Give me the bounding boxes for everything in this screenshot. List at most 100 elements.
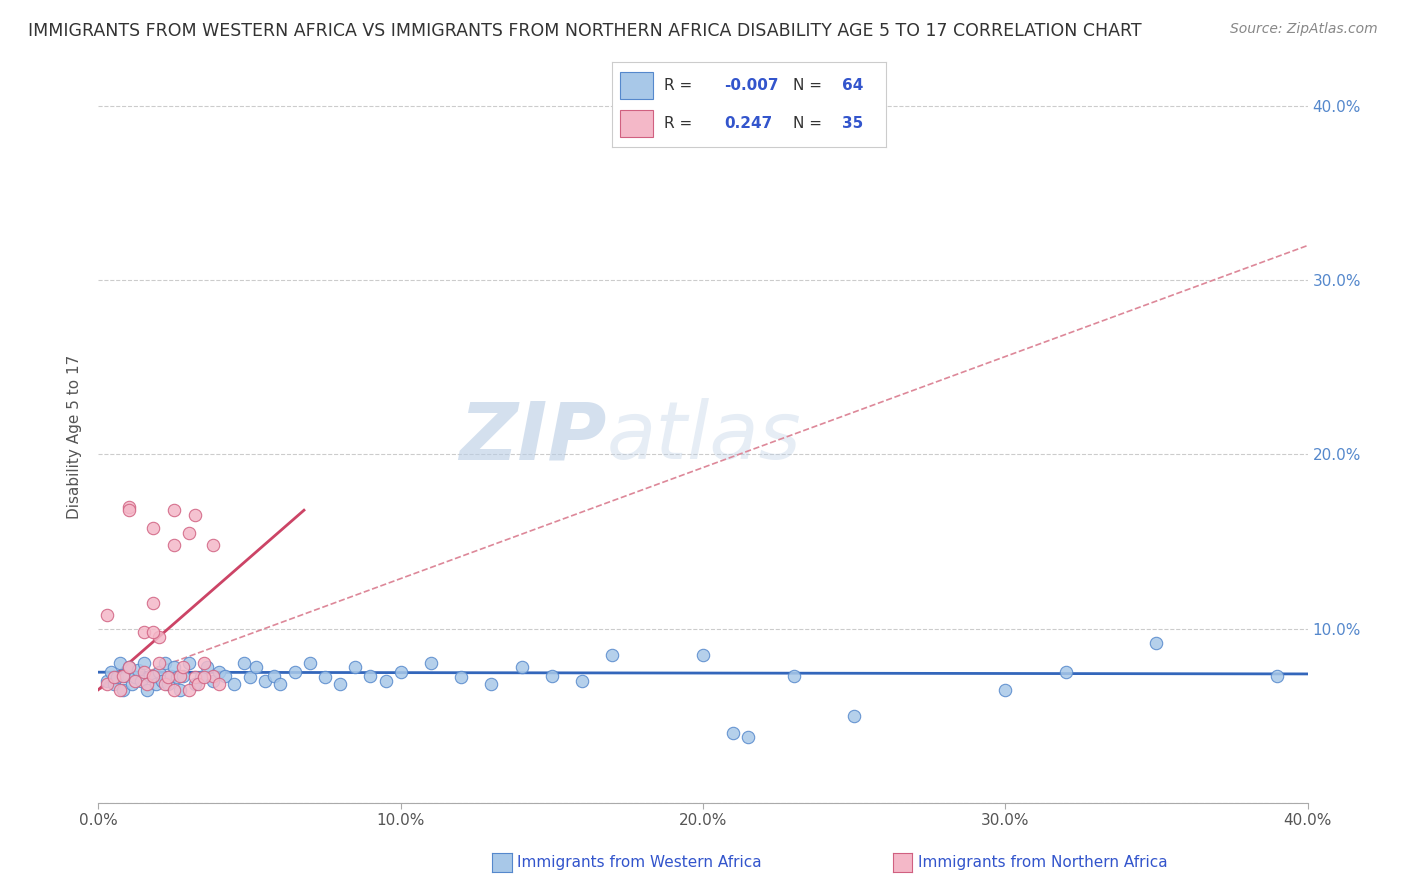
- Point: [172, 668, 194, 682]
- Point: [195, 660, 218, 674]
- Point: [184, 670, 207, 684]
- Point: [208, 665, 231, 680]
- Point: [114, 668, 136, 682]
- Point: [783, 668, 806, 682]
- Point: [111, 682, 134, 697]
- Point: [103, 670, 125, 684]
- Point: [193, 670, 215, 684]
- Point: [314, 670, 336, 684]
- Point: [723, 726, 745, 740]
- Point: [602, 648, 624, 662]
- Point: [737, 730, 759, 744]
- Text: ZIP: ZIP: [458, 398, 606, 476]
- Point: [420, 657, 443, 671]
- Point: [1267, 668, 1289, 682]
- Point: [510, 660, 533, 674]
- Point: [253, 673, 276, 688]
- Point: [142, 625, 165, 640]
- Point: [139, 668, 162, 682]
- Point: [344, 660, 367, 674]
- Point: [450, 670, 472, 684]
- Point: [132, 625, 155, 640]
- Point: [179, 682, 201, 697]
- Point: [163, 682, 186, 697]
- Point: [142, 521, 165, 535]
- Point: [127, 664, 149, 678]
- Point: [179, 657, 201, 671]
- Point: [108, 657, 131, 671]
- Text: R =: R =: [664, 116, 692, 131]
- Point: [994, 682, 1017, 697]
- Point: [187, 677, 209, 691]
- Point: [169, 682, 191, 697]
- Point: [214, 668, 236, 682]
- Point: [156, 677, 179, 691]
- Point: [160, 668, 183, 682]
- Point: [179, 525, 201, 540]
- Text: 0.247: 0.247: [724, 116, 772, 131]
- Point: [148, 657, 170, 671]
- Point: [1144, 635, 1167, 649]
- Point: [163, 660, 186, 674]
- Point: [389, 665, 412, 680]
- Point: [163, 538, 186, 552]
- Point: [129, 673, 152, 688]
- Point: [121, 677, 143, 691]
- Point: [284, 665, 307, 680]
- Text: Immigrants from Western Africa: Immigrants from Western Africa: [517, 855, 762, 870]
- Point: [118, 503, 141, 517]
- Bar: [620, 71, 652, 99]
- Point: [481, 677, 503, 691]
- Point: [169, 668, 191, 682]
- Text: 64: 64: [842, 78, 863, 93]
- Point: [844, 708, 866, 723]
- Point: [263, 668, 285, 682]
- Point: [135, 677, 157, 691]
- Text: R =: R =: [664, 78, 692, 93]
- Point: [166, 670, 188, 684]
- Point: [245, 660, 267, 674]
- Text: IMMIGRANTS FROM WESTERN AFRICA VS IMMIGRANTS FROM NORTHERN AFRICA DISABILITY AGE: IMMIGRANTS FROM WESTERN AFRICA VS IMMIGR…: [28, 22, 1142, 40]
- Point: [150, 673, 173, 688]
- Point: [184, 677, 207, 691]
- Point: [124, 673, 146, 688]
- Point: [111, 668, 134, 682]
- Point: [153, 657, 176, 671]
- Point: [108, 682, 131, 697]
- Point: [124, 670, 146, 684]
- Point: [96, 607, 118, 622]
- Point: [163, 503, 186, 517]
- Point: [232, 657, 254, 671]
- Point: [142, 670, 165, 684]
- Point: [184, 508, 207, 523]
- Point: [153, 677, 176, 691]
- Point: [540, 668, 562, 682]
- Point: [374, 673, 396, 688]
- Point: [202, 673, 225, 688]
- Y-axis label: Disability Age 5 to 17: Disability Age 5 to 17: [67, 355, 83, 519]
- Point: [118, 660, 141, 674]
- Text: N =: N =: [793, 78, 821, 93]
- Point: [208, 677, 231, 691]
- Point: [224, 677, 246, 691]
- Point: [299, 657, 322, 671]
- Point: [118, 660, 141, 674]
- Point: [239, 670, 262, 684]
- Point: [96, 673, 118, 688]
- Point: [148, 665, 170, 680]
- Text: N =: N =: [793, 116, 821, 131]
- Point: [172, 660, 194, 674]
- Text: Source: ZipAtlas.com: Source: ZipAtlas.com: [1230, 22, 1378, 37]
- Point: [118, 500, 141, 514]
- Point: [132, 657, 155, 671]
- Point: [145, 677, 167, 691]
- Point: [156, 670, 179, 684]
- Text: Immigrants from Northern Africa: Immigrants from Northern Africa: [918, 855, 1168, 870]
- Point: [142, 595, 165, 609]
- Point: [105, 670, 128, 684]
- Point: [103, 677, 125, 691]
- Point: [142, 668, 165, 682]
- Point: [202, 538, 225, 552]
- Point: [202, 668, 225, 682]
- Point: [329, 677, 352, 691]
